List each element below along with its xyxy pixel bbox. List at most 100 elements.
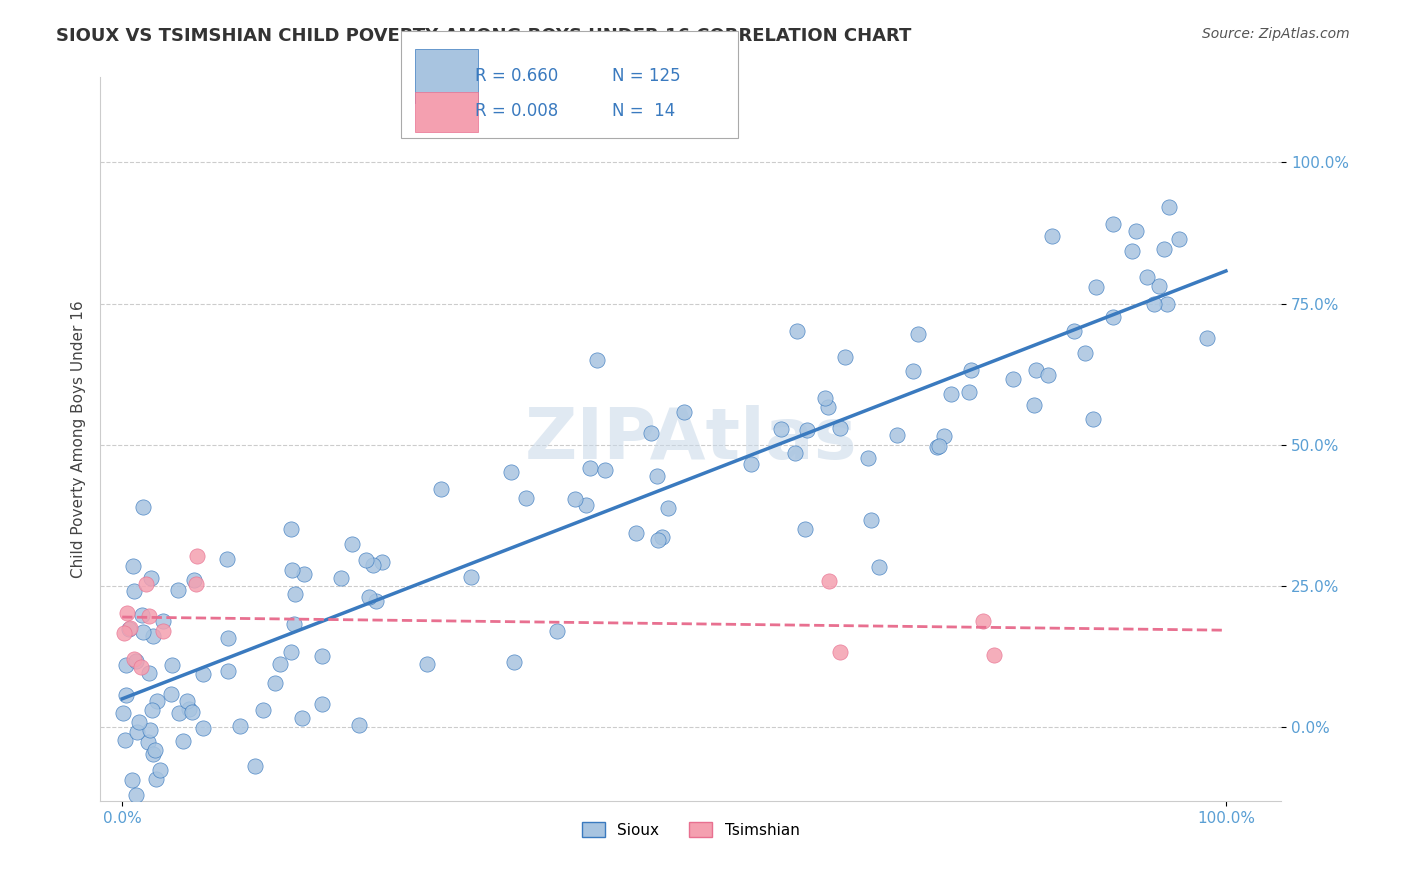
Sioux	[122, 583, 145, 598]
Sioux	[1143, 297, 1166, 311]
Sioux	[1147, 279, 1170, 293]
Sioux	[578, 461, 600, 475]
Sioux	[1083, 412, 1105, 426]
Sioux	[132, 500, 155, 515]
Sioux	[280, 645, 302, 659]
Text: R = 0.008: R = 0.008	[475, 103, 558, 120]
Sioux	[177, 701, 200, 715]
Sioux	[217, 552, 239, 566]
Sioux	[793, 522, 815, 536]
Sioux	[585, 353, 607, 368]
Sioux	[354, 553, 377, 567]
Sioux	[311, 698, 333, 712]
Text: R = 0.660: R = 0.660	[475, 67, 558, 85]
Sioux	[329, 571, 352, 585]
Sioux	[960, 362, 983, 376]
Text: ZIPAtlas: ZIPAtlas	[524, 405, 856, 474]
Sioux	[657, 501, 679, 516]
Tsimshian	[186, 549, 208, 564]
Sioux	[281, 562, 304, 576]
Sioux	[117, 623, 139, 637]
Sioux	[515, 491, 537, 506]
Sioux	[359, 591, 381, 605]
Tsimshian	[138, 608, 160, 623]
Sioux	[1102, 218, 1125, 232]
Sioux	[796, 424, 818, 438]
Sioux	[740, 458, 762, 472]
Sioux	[146, 694, 169, 708]
Sioux	[280, 522, 302, 536]
Tsimshian	[118, 621, 141, 635]
Sioux	[291, 711, 314, 725]
Sioux	[229, 719, 252, 733]
Sioux	[1156, 296, 1178, 310]
Sioux	[502, 655, 524, 669]
Sioux	[283, 617, 305, 632]
Sioux	[143, 743, 166, 757]
Sioux	[1136, 270, 1159, 285]
Sioux	[181, 705, 204, 719]
Sioux	[1159, 200, 1181, 214]
Sioux	[501, 466, 523, 480]
Sioux	[834, 350, 856, 364]
Sioux	[546, 624, 568, 639]
Sioux	[814, 391, 837, 405]
Sioux	[640, 426, 662, 441]
Sioux	[1040, 228, 1063, 243]
Sioux	[430, 483, 453, 497]
Sioux	[142, 747, 165, 761]
Sioux	[957, 384, 980, 399]
Sioux	[183, 573, 205, 587]
Sioux	[132, 625, 155, 640]
Sioux	[672, 405, 695, 419]
Tsimshian	[122, 652, 145, 666]
Sioux	[907, 326, 929, 341]
Sioux	[1153, 242, 1175, 256]
Sioux	[1102, 310, 1125, 325]
Sioux	[786, 324, 808, 338]
Sioux	[859, 513, 882, 527]
Text: N = 125: N = 125	[612, 67, 681, 85]
Sioux	[564, 492, 586, 507]
Sioux	[125, 789, 148, 803]
Text: Source: ZipAtlas.com: Source: ZipAtlas.com	[1202, 27, 1350, 41]
Sioux	[1025, 363, 1047, 377]
Sioux	[131, 607, 153, 622]
Text: N =  14: N = 14	[612, 103, 675, 120]
Sioux	[460, 570, 482, 584]
Tsimshian	[152, 624, 174, 638]
Tsimshian	[115, 606, 138, 620]
Sioux	[217, 632, 239, 646]
Tsimshian	[112, 625, 135, 640]
Sioux	[886, 428, 908, 442]
Sioux	[121, 558, 143, 573]
Sioux	[311, 648, 333, 663]
Sioux	[191, 667, 214, 681]
Sioux	[162, 658, 184, 673]
Sioux	[361, 558, 384, 572]
Sioux	[114, 689, 136, 703]
Sioux	[626, 526, 648, 541]
Sioux	[364, 594, 387, 608]
Sioux	[121, 773, 143, 788]
Sioux	[252, 702, 274, 716]
Sioux	[263, 676, 285, 690]
Sioux	[1002, 372, 1025, 386]
Sioux	[167, 706, 190, 721]
Sioux	[217, 664, 239, 678]
Sioux	[136, 735, 159, 749]
Sioux	[593, 463, 616, 477]
Sioux	[139, 571, 162, 585]
Sioux	[191, 721, 214, 735]
Sioux	[651, 530, 673, 544]
Tsimshian	[186, 577, 208, 591]
Sioux	[292, 566, 315, 581]
Sioux	[817, 400, 839, 414]
Sioux	[647, 533, 669, 547]
Y-axis label: Child Poverty Among Boys Under 16: Child Poverty Among Boys Under 16	[72, 301, 86, 578]
Tsimshian	[983, 648, 1005, 662]
Sioux	[856, 450, 879, 465]
Sioux	[645, 468, 668, 483]
Sioux	[176, 694, 198, 708]
Sioux	[868, 560, 890, 574]
